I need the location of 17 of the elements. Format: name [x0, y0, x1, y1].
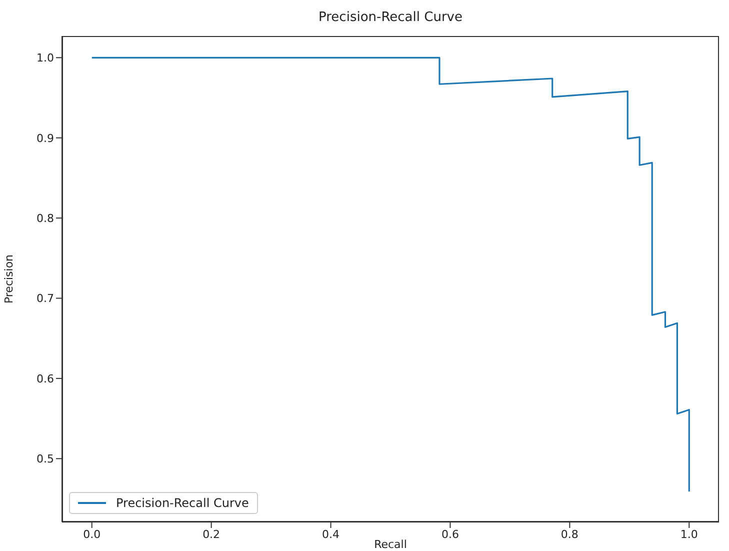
legend-label: Precision-Recall Curve: [116, 496, 249, 510]
x-tick-label: 0.6: [441, 528, 459, 541]
x-tick-label: 0.2: [202, 528, 220, 541]
x-axis-title: Recall: [374, 538, 407, 551]
y-tick-label: 0.7: [36, 292, 54, 306]
y-tick-label: 1.0: [36, 52, 54, 65]
y-tick-label: 0.8: [36, 212, 54, 225]
x-tick-label: 0.0: [83, 528, 101, 541]
x-tick-label: 0.4: [322, 528, 340, 541]
x-tick-label: 0.8: [560, 528, 578, 541]
y-axis-title: Precision: [2, 254, 16, 304]
y-tick-label: 0.9: [36, 132, 54, 145]
y-tick-label: 0.6: [36, 372, 54, 386]
x-tick-label: 1.0: [680, 528, 698, 541]
y-tick-label: 0.5: [36, 452, 54, 466]
chart-title: Precision-Recall Curve: [318, 10, 464, 25]
line-series: [91, 56, 690, 492]
